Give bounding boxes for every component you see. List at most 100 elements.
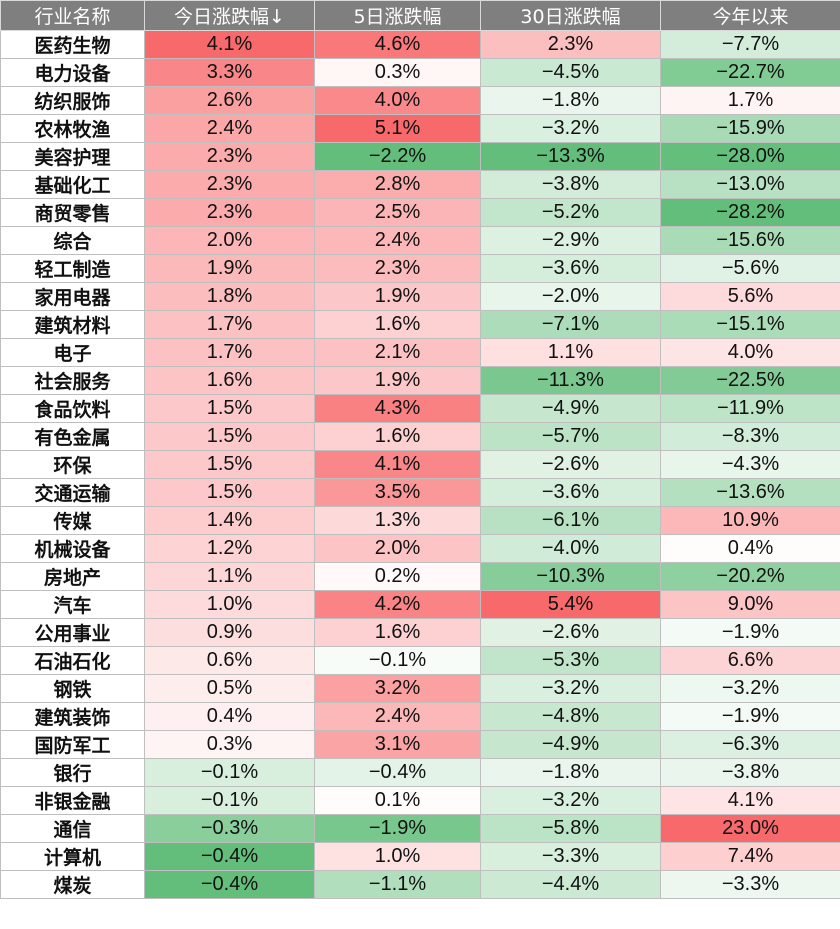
industry-name-cell: 商贸零售 [0, 198, 145, 227]
table-row: 电力设备 3.3% 0.3% −4.5% −22.7% [0, 58, 840, 87]
today-change-cell: 3.3% [144, 58, 315, 87]
ytd-change-cell: −20.2% [660, 562, 840, 591]
five-day-change-cell: 1.9% [314, 282, 481, 311]
five-day-change-cell: 3.5% [314, 478, 481, 507]
industry-name-cell: 家用电器 [0, 282, 145, 311]
ytd-change-cell: −8.3% [660, 422, 840, 451]
five-day-change-cell: 3.2% [314, 674, 481, 703]
table-row: 综合 2.0% 2.4% −2.9% −15.6% [0, 226, 840, 255]
thirty-day-change-cell: −4.0% [480, 534, 661, 563]
five-day-change-cell: 1.0% [314, 842, 481, 871]
ytd-change-cell: −15.9% [660, 114, 840, 143]
today-change-cell: −0.3% [144, 814, 315, 843]
today-change-cell: 1.4% [144, 506, 315, 535]
five-day-change-cell: 1.6% [314, 310, 481, 339]
five-day-change-cell: 0.1% [314, 786, 481, 815]
thirty-day-change-cell: −5.2% [480, 198, 661, 227]
header-industry-name[interactable]: 行业名称 [0, 0, 145, 31]
table-row: 计算机 −0.4% 1.0% −3.3% 7.4% [0, 842, 840, 871]
today-change-cell: 1.7% [144, 310, 315, 339]
today-change-cell: 4.1% [144, 30, 315, 59]
industry-name-cell: 电子 [0, 338, 145, 367]
thirty-day-change-cell: 5.4% [480, 590, 661, 619]
ytd-change-cell: −3.2% [660, 674, 840, 703]
thirty-day-change-cell: −4.5% [480, 58, 661, 87]
thirty-day-change-cell: −5.3% [480, 646, 661, 675]
five-day-change-cell: 0.2% [314, 562, 481, 591]
today-change-cell: 1.7% [144, 338, 315, 367]
five-day-change-cell: 4.3% [314, 394, 481, 423]
industry-name-cell: 汽车 [0, 590, 145, 619]
header-today-change[interactable]: 今日涨跌幅↓ [144, 0, 315, 31]
industry-name-cell: 传媒 [0, 506, 145, 535]
five-day-change-cell: 1.3% [314, 506, 481, 535]
industry-name-cell: 轻工制造 [0, 254, 145, 283]
today-change-cell: 2.3% [144, 198, 315, 227]
ytd-change-cell: −11.9% [660, 394, 840, 423]
thirty-day-change-cell: −2.9% [480, 226, 661, 255]
ytd-change-cell: −5.6% [660, 254, 840, 283]
today-change-cell: 1.2% [144, 534, 315, 563]
five-day-change-cell: 2.1% [314, 338, 481, 367]
ytd-change-cell: −3.8% [660, 758, 840, 787]
thirty-day-change-cell: −4.8% [480, 702, 661, 731]
today-change-cell: 1.1% [144, 562, 315, 591]
table-row: 传媒 1.4% 1.3% −6.1% 10.9% [0, 506, 840, 535]
five-day-change-cell: 1.6% [314, 618, 481, 647]
ytd-change-cell: 9.0% [660, 590, 840, 619]
industry-name-cell: 美容护理 [0, 142, 145, 171]
thirty-day-change-cell: −6.1% [480, 506, 661, 535]
ytd-change-cell: −15.1% [660, 310, 840, 339]
header-row: 行业名称 今日涨跌幅↓ 5日涨跌幅 30日涨跌幅 今年以来 [0, 0, 840, 31]
thirty-day-change-cell: −4.9% [480, 730, 661, 759]
today-change-cell: 1.6% [144, 366, 315, 395]
header-ytd-change[interactable]: 今年以来 [660, 0, 840, 31]
industry-name-cell: 煤炭 [0, 870, 145, 899]
five-day-change-cell: 2.0% [314, 534, 481, 563]
header-30day-change[interactable]: 30日涨跌幅 [480, 0, 661, 31]
industry-name-cell: 计算机 [0, 842, 145, 871]
five-day-change-cell: 1.6% [314, 422, 481, 451]
ytd-change-cell: −1.9% [660, 618, 840, 647]
ytd-change-cell: −15.6% [660, 226, 840, 255]
today-change-cell: 1.9% [144, 254, 315, 283]
today-change-cell: 2.3% [144, 142, 315, 171]
table-row: 商贸零售 2.3% 2.5% −5.2% −28.2% [0, 198, 840, 227]
industry-name-cell: 医药生物 [0, 30, 145, 59]
five-day-change-cell: 2.5% [314, 198, 481, 227]
table-row: 轻工制造 1.9% 2.3% −3.6% −5.6% [0, 254, 840, 283]
ytd-change-cell: 5.6% [660, 282, 840, 311]
today-change-cell: 1.5% [144, 478, 315, 507]
today-change-cell: −0.4% [144, 842, 315, 871]
today-change-cell: 2.4% [144, 114, 315, 143]
table-row: 汽车 1.0% 4.2% 5.4% 9.0% [0, 590, 840, 619]
table-row: 食品饮料 1.5% 4.3% −4.9% −11.9% [0, 394, 840, 423]
table-row: 通信 −0.3% −1.9% −5.8% 23.0% [0, 814, 840, 843]
header-5day-change[interactable]: 5日涨跌幅 [314, 0, 481, 31]
thirty-day-change-cell: −2.6% [480, 450, 661, 479]
ytd-change-cell: −6.3% [660, 730, 840, 759]
five-day-change-cell: −2.2% [314, 142, 481, 171]
table-row: 环保 1.5% 4.1% −2.6% −4.3% [0, 450, 840, 479]
industry-name-cell: 有色金属 [0, 422, 145, 451]
thirty-day-change-cell: −7.1% [480, 310, 661, 339]
table-row: 基础化工 2.3% 2.8% −3.8% −13.0% [0, 170, 840, 199]
thirty-day-change-cell: −1.8% [480, 86, 661, 115]
table-row: 房地产 1.1% 0.2% −10.3% −20.2% [0, 562, 840, 591]
table-row: 钢铁 0.5% 3.2% −3.2% −3.2% [0, 674, 840, 703]
ytd-change-cell: 0.4% [660, 534, 840, 563]
five-day-change-cell: 5.1% [314, 114, 481, 143]
today-change-cell: 1.5% [144, 422, 315, 451]
today-change-cell: 2.3% [144, 170, 315, 199]
industry-name-cell: 农林牧渔 [0, 114, 145, 143]
table-row: 石油石化 0.6% −0.1% −5.3% 6.6% [0, 646, 840, 675]
five-day-change-cell: −0.4% [314, 758, 481, 787]
industry-name-cell: 电力设备 [0, 58, 145, 87]
thirty-day-change-cell: −13.3% [480, 142, 661, 171]
today-change-cell: 1.5% [144, 450, 315, 479]
thirty-day-change-cell: −3.2% [480, 674, 661, 703]
today-change-cell: −0.4% [144, 870, 315, 899]
table-row: 电子 1.7% 2.1% 1.1% 4.0% [0, 338, 840, 367]
today-change-cell: 2.0% [144, 226, 315, 255]
table-row: 交通运输 1.5% 3.5% −3.6% −13.6% [0, 478, 840, 507]
